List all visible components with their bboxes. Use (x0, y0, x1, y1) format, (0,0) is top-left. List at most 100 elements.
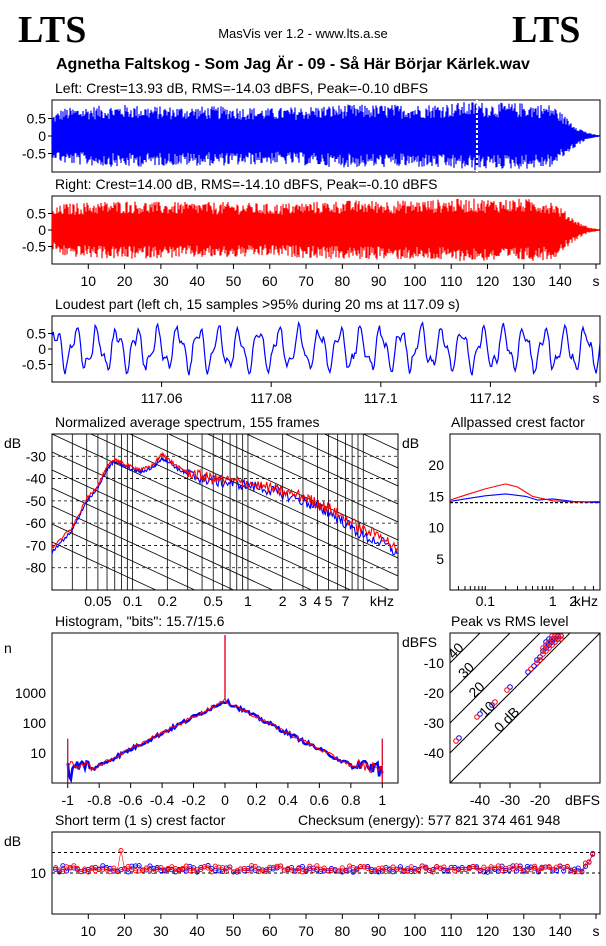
short-crest-point-right (220, 865, 226, 871)
peak-rms-diagonal (450, 633, 571, 754)
spectrum-slope-line (52, 505, 235, 590)
short-crest-point-right (227, 864, 233, 870)
histogram-series-left (66, 698, 384, 784)
peak-rms-point-right (549, 642, 555, 648)
histogram-y-label: n (4, 640, 12, 656)
histogram-y-tick-label: 100 (23, 715, 47, 731)
spectrum-title: Normalized average spectrum, 155 frames (55, 414, 320, 430)
peak-rms-point-right (552, 639, 558, 645)
short-crest-point-left (550, 868, 556, 874)
short-crest-point-right (521, 869, 527, 875)
short-crest-point-right (158, 865, 164, 871)
short-crest-point-left (582, 863, 589, 869)
short-crest-point-right (510, 866, 516, 872)
short-crest-point-right (198, 866, 204, 872)
peak-rms-point-right (546, 639, 552, 645)
peak-rms-point-right (492, 699, 498, 705)
peak-rms-y-tick-label: -10 (424, 655, 444, 671)
short-crest-point-right (441, 864, 447, 870)
time-axis-tick-label: 70 (298, 273, 314, 289)
short-crest-point-right (586, 859, 592, 865)
peak-rms-point-right (540, 645, 546, 651)
short-crest-point-right (466, 866, 472, 872)
short-crest-x-tick-label: 50 (226, 923, 242, 939)
crest-series-right (449, 483, 601, 503)
peak-rms-point-left (546, 642, 552, 648)
time-axis-tick-label: 80 (335, 273, 351, 289)
spectrum-series-right (52, 451, 398, 553)
peak-rms-point-left (549, 636, 555, 642)
histogram-x-tick-label: 0.6 (310, 792, 330, 808)
spectrum-x-tick-label: 4 (313, 593, 321, 609)
loudest-part-tick-label: 117.12 (470, 390, 512, 406)
short-crest-point-right (190, 867, 197, 873)
short-crest-point-right (194, 867, 200, 873)
crest-x-tick-label: 1 (549, 593, 557, 609)
peak-rms-point-right (540, 651, 546, 657)
spectrum-y-tick-label: -50 (26, 493, 46, 509)
peak-rms-point-left (531, 663, 537, 669)
time-axis-tick-label: 90 (371, 273, 387, 289)
peak-rms-diagonal-label: 40 (444, 639, 466, 661)
spectrum-x-tick-label: 7 (342, 593, 350, 609)
short-crest-point-right (386, 867, 393, 873)
short-crest-point-right (118, 847, 124, 854)
histogram-x-tick-label: -0.4 (150, 792, 174, 808)
peak-rms-point-left (489, 702, 495, 708)
short-crest-point-right (71, 863, 77, 869)
histogram-y-tick-label: 10 (30, 745, 46, 761)
short-crest-point-right (78, 869, 84, 875)
peak-rms-title: Peak vs RMS level (451, 613, 569, 629)
short-crest-point-right (223, 868, 229, 875)
time-axis-tick-label: 110 (440, 273, 463, 289)
short-crest-point-right (310, 867, 316, 873)
left-waveform-y-tick-label: 0.5 (27, 111, 47, 127)
peak-rms-y-tick-label: -20 (424, 685, 444, 701)
peak-rms-diagonal-label: 20 (465, 678, 487, 700)
spectrum-x-tick-label: 0.5 (203, 593, 223, 609)
spectrum-slope-line (52, 469, 313, 590)
short-crest-point-right (114, 868, 120, 874)
short-crest-point-right (513, 863, 520, 869)
time-axis-tick-label: 130 (512, 273, 536, 289)
short-crest-point-left (390, 869, 396, 875)
short-crest-x-tick-label: 100 (403, 923, 427, 939)
peak-rms-x-tick-label: -30 (500, 792, 520, 808)
loudest-part-tick-label: s (593, 390, 600, 406)
short-crest-x-tick-label: 120 (476, 923, 500, 939)
short-crest-point-right (430, 869, 436, 875)
short-crest-point-right (354, 867, 360, 873)
peak-rms-point-right (558, 636, 564, 642)
short-crest-point-right (524, 867, 530, 873)
spectrum-slope-line (52, 523, 196, 590)
short-crest-point-left (136, 863, 142, 869)
short-crest-x-tick-label: 10 (81, 923, 97, 939)
peak-rms-diagonal (450, 633, 481, 664)
peak-rms-point-right (453, 738, 459, 744)
loudest-part-tick-label: 117.08 (250, 390, 292, 406)
spectrum-y-tick-label: -80 (26, 560, 46, 576)
file-name: Agnetha Faltskog - Som Jag Är - 09 - Så … (56, 56, 530, 73)
short-crest-point-left (132, 863, 139, 869)
short-crest-x-tick-label: 70 (298, 923, 314, 939)
peak-rms-point-left (543, 645, 549, 651)
peak-rms-point-left (537, 654, 543, 660)
peak-rms-y-tick-label: -30 (424, 715, 444, 731)
short-crest-point-right (579, 868, 585, 874)
lts-logo-left: LTS (18, 9, 87, 51)
short-crest-point-right (296, 865, 302, 872)
short-crest-point-right (481, 864, 487, 870)
short-crest-point-right (100, 866, 106, 872)
short-crest-point-right (136, 868, 142, 874)
short-crest-point-right (368, 869, 374, 875)
peak-rms-point-left (525, 669, 531, 675)
short-crest-line-left (55, 853, 593, 873)
short-crest-point-right (339, 865, 345, 871)
short-crest-point-left (379, 868, 385, 874)
left-waveform-title: Left: Crest=13.93 dB, RMS=-14.03 dBFS, P… (55, 80, 429, 96)
time-axis-tick-label: 120 (476, 273, 500, 289)
short-crest-point-right (82, 866, 88, 872)
time-axis-tick-label: 40 (189, 273, 205, 289)
time-axis-tick-label: 60 (262, 273, 278, 289)
short-crest-point-left (111, 868, 117, 874)
